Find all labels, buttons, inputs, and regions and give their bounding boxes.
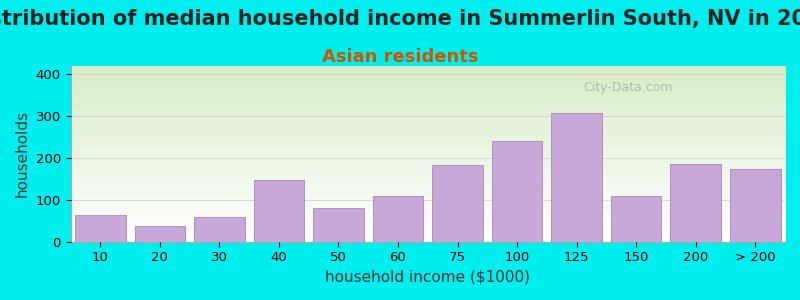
Y-axis label: households: households <box>15 110 30 197</box>
Bar <box>611 196 662 242</box>
Bar <box>492 141 542 242</box>
Bar <box>373 196 423 242</box>
X-axis label: household income ($1000): household income ($1000) <box>326 270 530 285</box>
Bar <box>194 218 245 242</box>
Bar <box>551 113 602 242</box>
Text: Asian residents: Asian residents <box>322 48 478 66</box>
Text: Distribution of median household income in Summerlin South, NV in 2022: Distribution of median household income … <box>0 9 800 29</box>
Bar <box>313 208 364 242</box>
Bar <box>670 164 721 242</box>
Bar <box>134 226 185 242</box>
Bar <box>75 214 126 242</box>
Bar <box>730 169 781 242</box>
Bar <box>254 180 304 242</box>
Text: City-Data.com: City-Data.com <box>583 81 673 94</box>
Bar <box>432 165 483 242</box>
